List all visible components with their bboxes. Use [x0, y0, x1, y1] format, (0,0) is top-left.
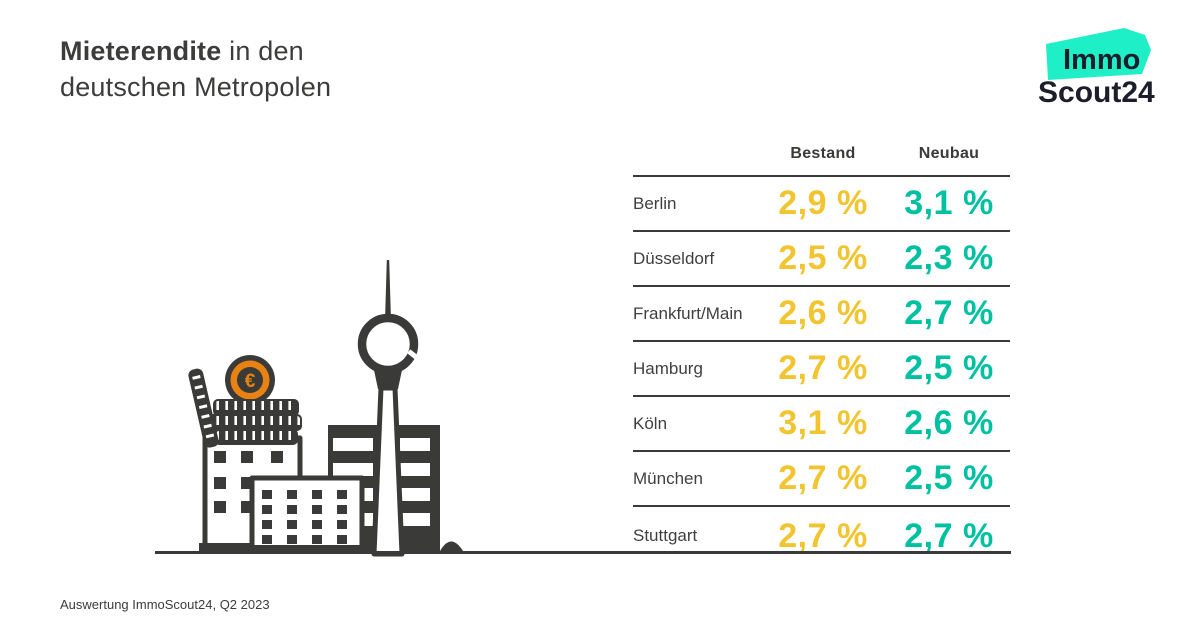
ground-line — [155, 551, 1011, 554]
neubau-value: 2,7 % — [904, 516, 994, 555]
title-line2: deutschen Metropolen — [60, 72, 332, 102]
sphere-sketch-gap — [407, 349, 419, 360]
coin-stack — [207, 399, 302, 445]
neubau-value: 2,3 % — [904, 239, 994, 277]
city-label: Düsseldorf — [633, 248, 715, 268]
tower-shaft — [371, 385, 405, 557]
table-row: Düsseldorf 2,5 % 2,3 % — [633, 230, 1010, 285]
table-row: Frankfurt/Main 2,6 % 2,7 % — [633, 285, 1010, 340]
city-label: Hamburg — [633, 358, 703, 378]
neubau-value: 3,1 % — [904, 184, 994, 222]
city-label: Stuttgart — [633, 526, 698, 545]
city-label: Köln — [633, 413, 668, 433]
front-building — [247, 475, 367, 553]
tilted-coin — [188, 368, 219, 448]
tower-collar — [374, 370, 402, 389]
city-label: München — [633, 468, 703, 488]
bestand-value: 2,5 % — [778, 239, 868, 277]
title-line1: Mieterendite in den — [60, 33, 331, 69]
page-title: Mieterendite in den deutschen Metropolen — [60, 33, 331, 105]
banded-building-right — [396, 425, 463, 551]
euro-symbol: € — [245, 371, 256, 392]
city-label: Berlin — [633, 193, 677, 213]
bestand-value: 3,1 % — [778, 404, 868, 442]
bestand-value: 2,7 % — [778, 516, 868, 555]
table-row: Köln 3,1 % 2,6 % — [633, 395, 1010, 450]
bestand-value: 2,7 % — [778, 459, 868, 497]
logo-text-immo: Immo — [1063, 44, 1140, 76]
city-skyline-illustration: € — [188, 260, 463, 557]
title-rest: in den — [221, 36, 304, 66]
table-row: Berlin 2,9 % 3,1 % — [633, 175, 1010, 230]
neubau-value: 2,7 % — [904, 294, 994, 332]
neubau-value: 2,5 % — [904, 459, 994, 497]
tower-antenna — [385, 260, 391, 321]
table-row: München 2,7 % 2,5 % — [633, 450, 1010, 505]
building-foot — [440, 541, 463, 551]
bestand-value: 2,9 % — [778, 184, 868, 222]
logo-text-scout24: Scout24 — [1038, 76, 1155, 106]
column-header-neubau: Neubau — [918, 145, 980, 162]
table-row: Hamburg 2,7 % 2,5 % — [633, 340, 1010, 395]
neubau-value: 2,5 % — [904, 349, 994, 387]
yield-table: Bestand Neubau Berlin 2,9 % 3,1 % Düssel… — [633, 133, 1010, 565]
neubau-value: 2,6 % — [904, 404, 994, 442]
logo-accent-shape — [1046, 28, 1151, 80]
front-building-base — [247, 545, 367, 552]
bestand-value: 2,6 % — [778, 294, 868, 332]
front-building-windows — [262, 490, 347, 544]
euro-coin-icon: € — [225, 355, 275, 405]
bestand-value: 2,7 % — [778, 349, 868, 387]
tv-tower — [357, 260, 419, 557]
city-label: Frankfurt/Main — [633, 303, 743, 323]
table-row: Stuttgart 2,7 % 2,7 % — [633, 505, 1010, 565]
title-keyword: Mieterendite — [60, 36, 222, 66]
source-note: Auswertung ImmoScout24, Q2 2023 — [60, 597, 270, 612]
tower-sphere — [357, 313, 419, 375]
table-header-row: Bestand Neubau — [633, 133, 1010, 175]
column-header-bestand: Bestand — [790, 145, 856, 162]
immoscout24-logo: Immo Scout24 — [1038, 28, 1155, 106]
